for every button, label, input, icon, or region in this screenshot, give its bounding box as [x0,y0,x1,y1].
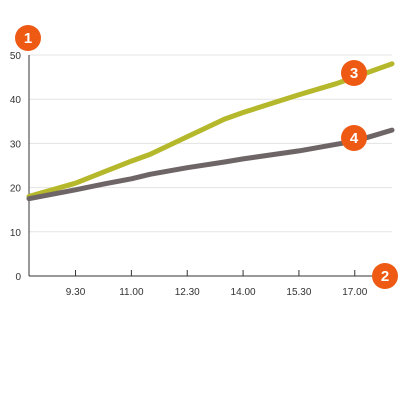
y-tick-label: 20 [10,184,22,195]
series-lines [26,61,395,202]
x-tick-label: 9.30 [66,287,86,298]
y-tick-label: 10 [10,228,22,239]
x-tick-label: 14.00 [231,287,256,298]
y-tick-label: 50 [10,51,22,62]
x-tick-label: 12.30 [175,287,200,298]
callout-badge-1 [15,25,41,51]
tick-labels: 0 10 20 30 40 50 9.30 11.00 12.30 14.00 15.30 17.00 [10,51,368,298]
y-tick-label: 40 [10,95,22,106]
callout-badge-label: 4 [350,130,359,147]
y-tick-label: 30 [10,139,22,150]
axes [28,55,392,277]
series-line-1 [26,61,395,199]
callout-badge-4 [341,125,367,151]
callout-badge-3 [341,60,367,86]
y-tick-label: 0 [15,272,21,283]
x-tick-label: 11.00 [119,287,144,298]
callout-badge-label: 1 [24,30,32,47]
x-tick-label: 15.30 [286,287,311,298]
callout-badge-label: 3 [350,65,358,82]
series-line-2 [26,127,395,202]
x-tick-label: 17.00 [342,287,367,298]
callout-badge-2 [372,263,398,289]
callout-badge-label: 2 [381,268,389,285]
callout-badges: 1 2 3 4 [15,25,398,289]
